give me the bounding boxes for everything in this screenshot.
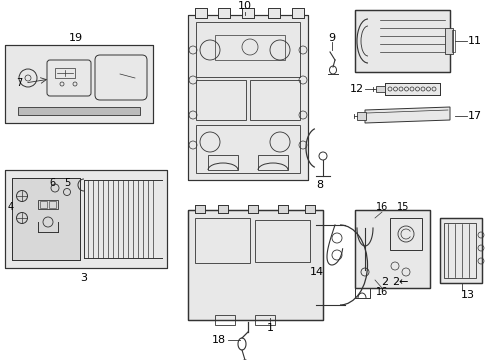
Bar [195,8,206,18]
Bar [439,218,481,283]
Text: 10: 10 [238,1,251,11]
Bar [12,178,80,260]
Text: 9: 9 [328,33,335,43]
Bar [196,80,245,120]
Text: 7: 7 [16,78,22,88]
Text: 16: 16 [375,202,387,212]
Bar [305,205,314,213]
Bar [354,210,429,288]
Bar [278,205,287,213]
Bar [305,205,314,213]
Bar [5,45,153,123]
Bar [291,8,304,18]
Bar [218,8,229,18]
Text: 3: 3 [81,273,87,283]
Text: 1: 1 [266,323,273,333]
Bar [207,155,238,170]
Bar [267,8,280,18]
Bar [439,218,481,283]
Text: 19: 19 [69,33,83,43]
Bar [247,205,258,213]
Bar [389,218,421,250]
Bar [218,8,229,18]
Bar [196,125,299,173]
Bar [5,170,167,268]
Bar [291,8,304,18]
Bar [354,210,429,288]
Text: 11: 11 [467,36,481,46]
Bar [187,15,307,180]
Bar [354,10,449,72]
Bar [444,28,452,54]
Bar [195,8,206,18]
Text: 4: 4 [8,202,14,212]
Text: 2: 2 [380,277,387,287]
Bar [258,155,287,170]
Bar [38,200,58,209]
Bar [218,205,227,213]
Bar [242,8,253,18]
Bar [40,201,47,208]
Bar [278,205,287,213]
Text: 18: 18 [211,335,225,345]
Text: 17: 17 [467,111,481,121]
Bar [249,80,299,120]
Bar [12,178,80,260]
Bar [5,170,167,268]
Bar [215,315,235,325]
Bar [49,201,56,208]
Bar [196,22,299,77]
Bar [187,210,323,320]
Bar [375,86,384,92]
Bar [187,15,307,180]
Bar [384,83,439,95]
Text: 13: 13 [460,290,474,300]
Text: 8: 8 [316,180,323,190]
Bar [5,45,153,123]
Text: 5: 5 [64,178,70,188]
Bar [354,278,369,298]
Bar [354,10,449,72]
Bar [267,8,280,18]
Text: 2←: 2← [391,277,407,287]
Bar [195,218,249,263]
Bar [443,223,475,278]
Bar [247,205,258,213]
Text: 16: 16 [375,287,387,297]
Bar [254,220,309,262]
Bar [384,83,439,95]
Text: 14: 14 [309,267,324,277]
Bar [18,107,140,115]
Bar [195,205,204,213]
Bar [451,30,454,52]
Bar [215,35,285,60]
Polygon shape [364,107,449,123]
Bar [356,112,365,120]
Bar [218,205,227,213]
Text: 6: 6 [49,178,55,188]
Bar [55,68,75,78]
Bar [195,205,204,213]
Bar [242,8,253,18]
Bar [254,315,274,325]
Bar [187,210,323,320]
Text: 15: 15 [396,202,408,212]
Text: 12: 12 [349,84,363,94]
